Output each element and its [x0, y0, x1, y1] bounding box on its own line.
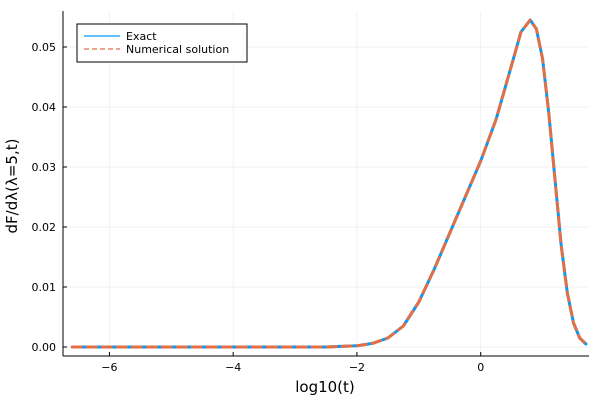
series-layer	[70, 18, 588, 349]
y-axis-title: dF/dλ(λ=5,t)	[3, 139, 21, 234]
series-line-numerical-solution	[70, 18, 588, 349]
grid	[63, 11, 589, 356]
x-tick-label: 0	[477, 361, 484, 374]
tick-labels: −6 −4 −2 0 0.00 0.01 0.02 0.03 0.04 0.05	[32, 41, 485, 374]
y-tick-label: 0.01	[32, 281, 57, 294]
x-tick-label: −4	[225, 361, 241, 374]
legend-box	[76, 23, 248, 63]
y-tick-label: 0.05	[32, 41, 57, 54]
legend: Exact Numerical solution	[76, 23, 248, 63]
y-tick-label: 0.04	[32, 101, 57, 114]
legend-label-numerical-solution: Numerical solution	[126, 43, 229, 56]
x-axis-title: log10(t)	[295, 378, 355, 396]
axes	[62, 11, 589, 357]
y-tick-label: 0.02	[32, 221, 57, 234]
y-tick-label: 0.00	[32, 341, 57, 354]
x-tick-label: −2	[349, 361, 365, 374]
legend-label-exact: Exact	[126, 30, 157, 43]
y-tick-label: 0.03	[32, 161, 57, 174]
x-tick-label: −6	[101, 361, 117, 374]
